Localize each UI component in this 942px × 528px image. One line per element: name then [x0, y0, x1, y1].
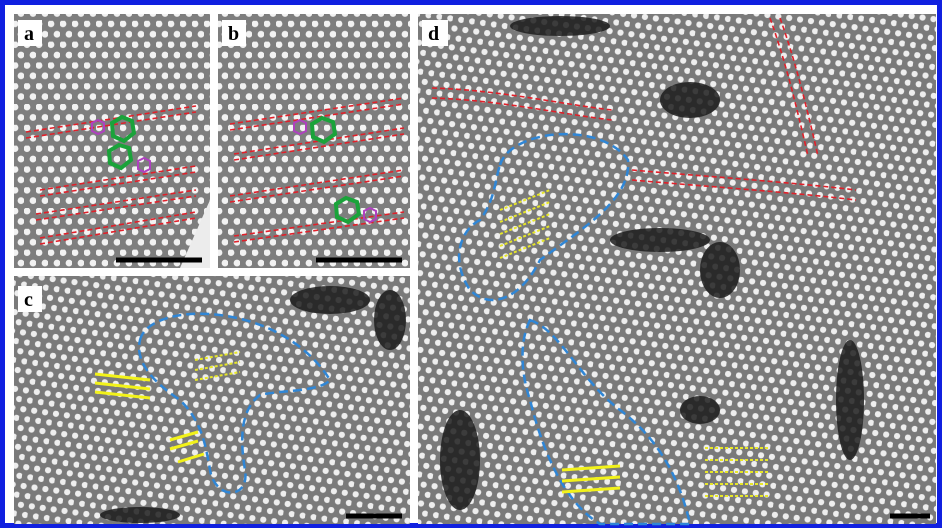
- panel-label: a: [24, 23, 34, 45]
- panel-label: b: [228, 23, 239, 45]
- panel-b: b: [218, 14, 410, 268]
- panel-d: d: [418, 14, 936, 524]
- panel-c: c: [14, 276, 410, 524]
- panel-label: c: [24, 289, 33, 311]
- panel-label: d: [428, 23, 439, 45]
- figure: a b c: [0, 0, 942, 528]
- panel-a: a: [14, 14, 210, 268]
